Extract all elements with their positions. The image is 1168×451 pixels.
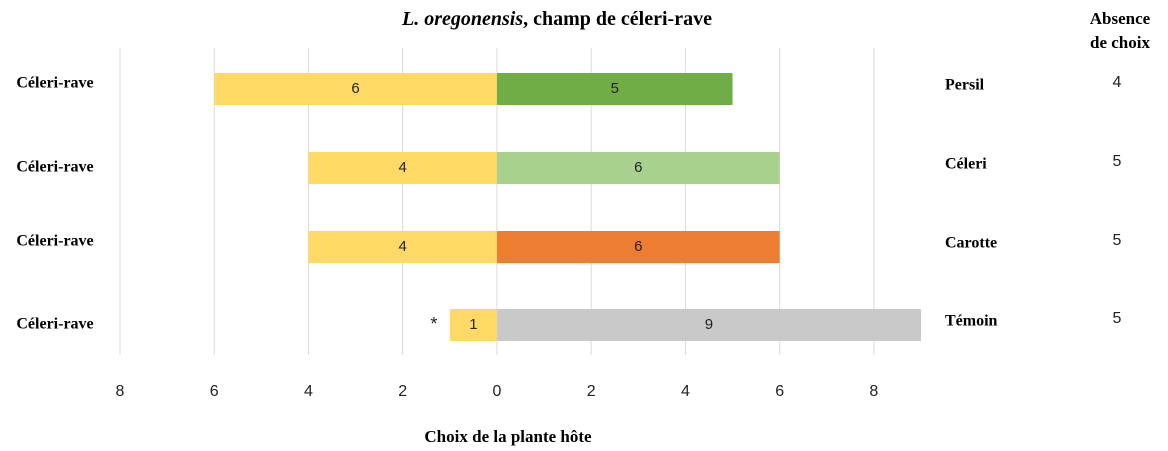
bar-label: 5 xyxy=(611,80,619,97)
bar xyxy=(214,73,497,105)
x-tick-label: 8 xyxy=(869,383,878,400)
category-label: Céleri-rave xyxy=(16,159,93,176)
title-italic: L. oregonensis xyxy=(401,8,523,30)
annotation: * xyxy=(430,314,437,334)
bar xyxy=(496,73,733,105)
absence-value: 5 xyxy=(1113,232,1122,249)
x-tick-label: 6 xyxy=(210,383,219,400)
x-tick-label: 2 xyxy=(587,383,596,400)
absence-value: 4 xyxy=(1113,74,1122,91)
category-label: Carotte xyxy=(945,235,997,252)
x-tick-label: 0 xyxy=(492,383,501,400)
category-label: Céleri-rave xyxy=(16,316,93,333)
bar-label: 6 xyxy=(351,80,359,97)
x-tick-label: 4 xyxy=(681,383,690,400)
category-label: Céleri-rave xyxy=(16,233,93,250)
category-label: Céleri xyxy=(945,156,987,173)
bar xyxy=(496,309,921,341)
bar xyxy=(449,309,497,341)
absence-header: Absence xyxy=(1090,9,1151,28)
absence-value: 5 xyxy=(1113,310,1122,327)
category-label: Céleri-rave xyxy=(16,75,93,92)
bar xyxy=(496,231,780,263)
bar xyxy=(308,231,497,263)
x-tick-label: 2 xyxy=(398,383,407,400)
bar xyxy=(496,152,780,184)
bar-label: 9 xyxy=(705,316,713,333)
chart-title: L. oregonensis, champ de céleri-rave xyxy=(401,8,712,30)
x-tick-label: 8 xyxy=(116,383,125,400)
bar-label: 6 xyxy=(634,238,642,255)
absence-value: 5 xyxy=(1113,153,1122,170)
bar-label: 6 xyxy=(634,159,642,176)
x-tick-label: 6 xyxy=(775,383,784,400)
category-label: Persil xyxy=(945,77,985,94)
category-label: Témoin xyxy=(945,313,998,330)
title-rest: , champ de céleri-rave xyxy=(523,8,712,30)
x-axis-label: Choix de la plante hôte xyxy=(424,427,592,446)
bar-label: 4 xyxy=(399,238,407,255)
bar-label: 4 xyxy=(399,159,407,176)
bar xyxy=(308,152,497,184)
bar-label: 1 xyxy=(469,316,477,333)
x-tick-label: 4 xyxy=(304,383,313,400)
absence-header: de choix xyxy=(1090,33,1150,52)
